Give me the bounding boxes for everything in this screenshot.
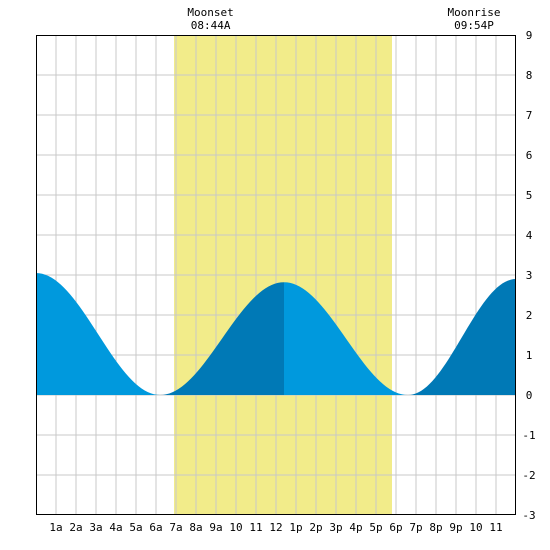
- x-tick-label: 1p: [289, 521, 302, 534]
- x-tick-label: 11: [249, 521, 262, 534]
- x-tick-label: 10: [229, 521, 242, 534]
- x-tick-label: 12: [269, 521, 282, 534]
- x-tick-label: 7p: [409, 521, 422, 534]
- y-tick-label: 3: [526, 269, 533, 282]
- y-tick-label: 0: [526, 389, 533, 402]
- y-axis-labels: 9 8 7 6 5 4 3 2 1 0 -1 -2 -3: [522, 29, 535, 522]
- y-tick-label: 7: [526, 109, 533, 122]
- event-time: 09:54P: [454, 19, 494, 32]
- x-tick-label: 1a: [49, 521, 62, 534]
- tide-area-falling: [36, 273, 160, 395]
- x-tick-label: 10: [469, 521, 482, 534]
- y-tick-label: 4: [526, 229, 533, 242]
- tide-area-group: [36, 273, 516, 395]
- y-tick-label: 8: [526, 69, 533, 82]
- x-tick-label: 8a: [189, 521, 202, 534]
- x-tick-label: 5a: [129, 521, 142, 534]
- x-axis-labels: 1a 2a 3a 4a 5a 6a 7a 8a 9a 10 11 12 1p 2p 3p 4p 5p 6p 7p 8p…: [49, 521, 502, 534]
- x-tick-label: 9a: [209, 521, 222, 534]
- y-tick-label: 2: [526, 309, 533, 322]
- y-tick-label: -3: [522, 509, 535, 522]
- grid-group: [36, 35, 516, 515]
- x-tick-label: 6a: [149, 521, 162, 534]
- event-time: 08:44A: [191, 19, 231, 32]
- x-tick-label: 4a: [109, 521, 122, 534]
- x-tick-label: 6p: [389, 521, 402, 534]
- x-tick-label: 2p: [309, 521, 322, 534]
- tide-area-rising: [408, 279, 516, 395]
- tide-area-rising: [160, 282, 284, 395]
- plot-border: [36, 35, 516, 515]
- x-tick-label: 7a: [169, 521, 182, 534]
- y-tick-label: 1: [526, 349, 533, 362]
- y-tick-label: -1: [522, 429, 535, 442]
- event-name: Moonset: [187, 6, 233, 19]
- y-tick-label: 9: [526, 29, 533, 42]
- x-tick-label: 3a: [89, 521, 102, 534]
- x-tick-label: 2a: [69, 521, 82, 534]
- y-tick-label: 5: [526, 189, 533, 202]
- x-tick-label: 3p: [329, 521, 342, 534]
- y-tick-label: 6: [526, 149, 533, 162]
- event-name: Moonrise: [448, 6, 501, 19]
- tide-area-falling: [284, 282, 408, 395]
- x-tick-label: 4p: [349, 521, 362, 534]
- x-tick-label: 9p: [449, 521, 462, 534]
- x-tick-label: 11: [489, 521, 502, 534]
- y-tick-label: -2: [522, 469, 535, 482]
- x-tick-label: 8p: [429, 521, 442, 534]
- x-tick-label: 5p: [369, 521, 382, 534]
